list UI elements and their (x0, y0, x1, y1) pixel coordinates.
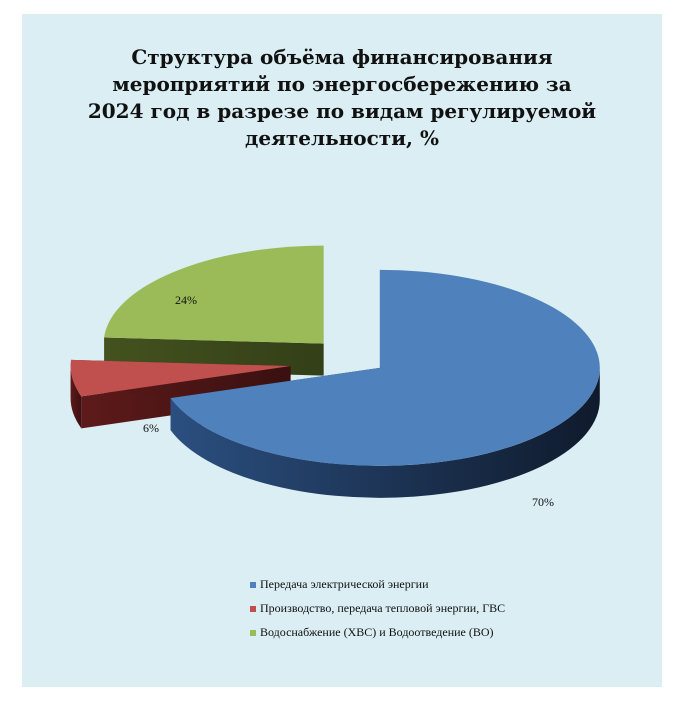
data-label-heat: 6% (143, 421, 159, 435)
legend-label-heat: Производство, передача тепловой энергии,… (260, 601, 506, 615)
pie-top-water (104, 245, 324, 344)
legend-swatch-water (250, 629, 256, 636)
data-label-electricity: 70% (532, 495, 554, 509)
pie-top-heat (70, 359, 291, 397)
legend-item-heat: Производство, передача тепловой энергии,… (250, 601, 506, 615)
legend-label-electricity: Передача электрической энергии (260, 577, 429, 591)
pie-side-heat-0 (70, 366, 82, 429)
pie-chart: 70% 6% 24% (70, 245, 600, 509)
data-label-water: 24% (175, 293, 197, 307)
chart-area: Структура объёма финансирования мероприя… (22, 14, 662, 687)
legend-swatch-electricity (250, 581, 256, 588)
legend-item-water: Водоснабжение (ХВС) и Водоотведение (ВО) (250, 625, 505, 639)
pie-slice-electricity (170, 269, 600, 498)
legend-label-water: Водоснабжение (ХВС) и Водоотведение (ВО) (260, 625, 494, 639)
pie-side-electricity-0 (170, 367, 600, 498)
pie-top-electricity (170, 269, 600, 466)
chart-title: Структура объёма финансирования мероприя… (87, 45, 597, 150)
pie-slice-water (104, 245, 324, 376)
legend: Передача электрической энергии Производс… (250, 577, 506, 651)
legend-swatch-heat (250, 605, 256, 612)
legend-item-electricity: Передача электрической энергии (250, 577, 505, 591)
